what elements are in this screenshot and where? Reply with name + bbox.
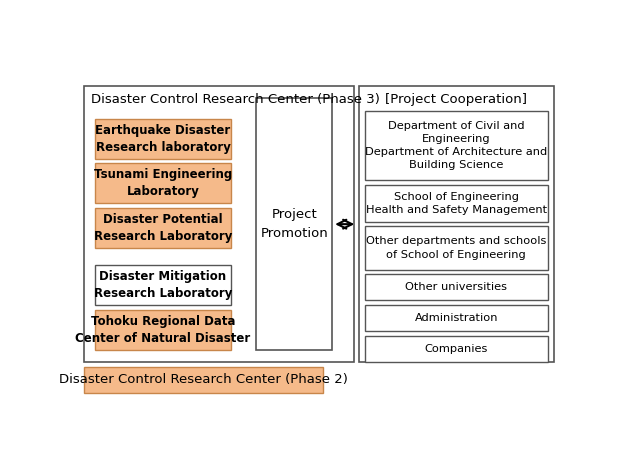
FancyBboxPatch shape <box>256 98 332 351</box>
FancyBboxPatch shape <box>365 305 548 331</box>
Text: Disaster Control Research Center (Phase 3): Disaster Control Research Center (Phase … <box>91 93 379 105</box>
FancyBboxPatch shape <box>365 185 548 222</box>
FancyBboxPatch shape <box>365 226 548 270</box>
FancyBboxPatch shape <box>95 208 231 248</box>
FancyBboxPatch shape <box>95 119 231 159</box>
Text: School of Engineering
Health and Safety Management: School of Engineering Health and Safety … <box>366 192 547 215</box>
FancyBboxPatch shape <box>95 310 231 350</box>
FancyBboxPatch shape <box>95 163 231 203</box>
Text: Disaster Potential
Research Laboratory: Disaster Potential Research Laboratory <box>94 213 232 243</box>
Text: Earthquake Disaster
Research laboratory: Earthquake Disaster Research laboratory <box>96 124 231 154</box>
FancyBboxPatch shape <box>84 367 323 393</box>
FancyBboxPatch shape <box>84 86 354 362</box>
Text: Administration: Administration <box>414 313 498 323</box>
Text: Other departments and schools
of School of Engineering: Other departments and schools of School … <box>366 236 546 260</box>
Text: Tohoku Regional Data
Center of Natural Disaster: Tohoku Regional Data Center of Natural D… <box>76 315 251 345</box>
Text: Disaster Mitigation
Research Laboratory: Disaster Mitigation Research Laboratory <box>94 270 232 300</box>
FancyBboxPatch shape <box>95 265 231 305</box>
Text: [Project Cooperation]: [Project Cooperation] <box>386 93 528 105</box>
Text: Companies: Companies <box>424 344 488 354</box>
FancyBboxPatch shape <box>365 336 548 362</box>
Text: Other universities: Other universities <box>406 282 508 292</box>
Text: Project
Promotion: Project Promotion <box>261 208 328 240</box>
FancyBboxPatch shape <box>365 111 548 180</box>
FancyBboxPatch shape <box>359 86 554 362</box>
Text: Department of Civil and
Engineering
Department of Architecture and
Building Scie: Department of Civil and Engineering Depa… <box>365 121 548 171</box>
Text: Tsunami Engineering
Laboratory: Tsunami Engineering Laboratory <box>94 168 232 198</box>
FancyBboxPatch shape <box>365 274 548 301</box>
Text: Disaster Control Research Center (Phase 2): Disaster Control Research Center (Phase … <box>59 373 348 386</box>
